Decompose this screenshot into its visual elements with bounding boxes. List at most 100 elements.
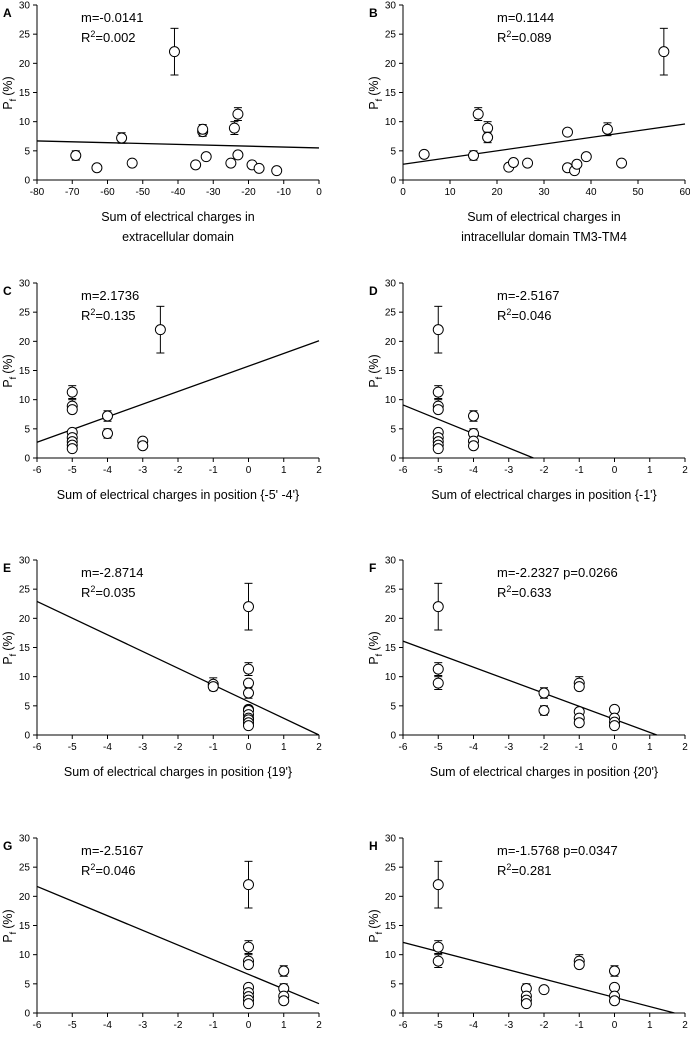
data-point bbox=[432, 443, 444, 455]
y-tick-label: 20 bbox=[385, 59, 397, 70]
data-point bbox=[432, 879, 444, 891]
y-axis-label-main: P bbox=[1, 379, 15, 387]
data-point bbox=[225, 157, 237, 169]
y-tick-label: 25 bbox=[385, 585, 397, 596]
y-axis-label-sub: f bbox=[374, 376, 384, 379]
y-tick-label: 0 bbox=[24, 176, 30, 187]
y-tick-label: 15 bbox=[385, 366, 397, 377]
stat-r-value: =0.046 bbox=[95, 863, 135, 878]
stat-r-value: =0.089 bbox=[511, 30, 551, 45]
x-tick-label: -5 bbox=[68, 465, 77, 476]
data-point bbox=[571, 158, 583, 170]
y-tick-label: 10 bbox=[19, 950, 31, 961]
x-tick-label: -4 bbox=[469, 1020, 478, 1031]
x-tick-label: -3 bbox=[138, 1020, 147, 1031]
y-tick-label: 15 bbox=[385, 643, 397, 654]
x-tick-label: 40 bbox=[585, 187, 597, 198]
data-point bbox=[538, 984, 550, 996]
x-tick-label: -1 bbox=[575, 742, 584, 753]
data-point bbox=[432, 404, 444, 416]
stat-slope: m=2.1736 bbox=[81, 288, 139, 303]
x-tick-label: 30 bbox=[538, 187, 550, 198]
y-tick-label: 25 bbox=[19, 863, 31, 874]
y-tick-label: 0 bbox=[390, 1009, 396, 1020]
y-axis-label-sub: f bbox=[8, 376, 18, 379]
y-axis-label-sub: f bbox=[8, 653, 18, 656]
y-tick-label: 25 bbox=[385, 308, 397, 319]
stat-r-exp: 2 bbox=[90, 862, 95, 872]
x-tick-label: 1 bbox=[281, 465, 287, 476]
data-point bbox=[432, 663, 444, 675]
stat-slope: m=-0.0141 bbox=[81, 10, 144, 25]
data-point bbox=[102, 428, 113, 439]
y-tick-label: 5 bbox=[24, 979, 30, 990]
data-point bbox=[538, 705, 550, 716]
y-tick-label: 25 bbox=[385, 30, 397, 41]
panel-c: C 0 5 10 15 20 25 30 -6 -5 -4 -3 -2 -1 0 1 2 Pf (%) Sum of … bbox=[1, 279, 322, 503]
data-point bbox=[601, 123, 613, 135]
data-point bbox=[243, 720, 254, 732]
panel-letter: E bbox=[3, 561, 11, 575]
stat-r-base: R bbox=[81, 585, 90, 600]
y-tick-label: 30 bbox=[19, 834, 31, 845]
x-tick-label: 1 bbox=[281, 742, 287, 753]
x-tick-label: -5 bbox=[68, 742, 77, 753]
x-tick-label: -1 bbox=[575, 1020, 584, 1031]
x-tick-label: 0 bbox=[400, 187, 406, 198]
stat-r-squared: R2=0.089 bbox=[497, 29, 552, 45]
data-point bbox=[609, 995, 620, 1007]
y-axis-label-sub: f bbox=[374, 653, 384, 656]
data-point bbox=[70, 150, 82, 161]
stat-r-squared: R2=0.046 bbox=[497, 307, 552, 323]
stat-r-value: =0.281 bbox=[511, 863, 551, 878]
stat-r-value: =0.135 bbox=[95, 308, 135, 323]
x-tick-label: -3 bbox=[504, 1020, 513, 1031]
y-tick-label: 10 bbox=[385, 117, 397, 128]
y-axis-label-main: P bbox=[367, 934, 381, 942]
x-tick-label: -50 bbox=[136, 187, 151, 198]
y-tick-label: 20 bbox=[385, 337, 397, 348]
stat-r-exp: 2 bbox=[506, 29, 511, 39]
x-tick-label: -2 bbox=[540, 465, 549, 476]
y-tick-label: 20 bbox=[19, 892, 31, 903]
x-axis-title: Sum of electrical charges in position {1… bbox=[64, 765, 292, 779]
stat-r-exp: 2 bbox=[90, 584, 95, 594]
x-tick-label: 1 bbox=[647, 742, 653, 753]
y-tick-label: 20 bbox=[19, 614, 31, 625]
x-tick-label: 2 bbox=[682, 742, 688, 753]
y-axis-label-main: P bbox=[367, 656, 381, 664]
x-tick-label: -10 bbox=[277, 187, 292, 198]
y-axis-label-main: P bbox=[367, 379, 381, 387]
x-axis-title: extracellular domain bbox=[122, 230, 234, 244]
stat-r-squared: R2=0.281 bbox=[497, 862, 552, 878]
x-tick-label: -1 bbox=[209, 1020, 218, 1031]
regression-line bbox=[36, 600, 320, 736]
panel-letter: H bbox=[369, 839, 378, 853]
regression-line bbox=[402, 404, 534, 459]
stat-r-base: R bbox=[497, 30, 506, 45]
data-point bbox=[102, 410, 113, 422]
data-point bbox=[243, 601, 254, 613]
panel-a: A 0 5 10 15 20 25 30 -80 -70 -60 -50 -40 -30 -20 -10 0 Pf… bbox=[1, 1, 322, 245]
x-tick-label: 0 bbox=[246, 742, 252, 753]
stat-r-exp: 2 bbox=[506, 307, 511, 317]
y-tick-label: 15 bbox=[385, 921, 397, 932]
y-axis-label: Pf (%) bbox=[1, 631, 18, 664]
stat-r-value: =0.035 bbox=[95, 585, 135, 600]
x-tick-label: -4 bbox=[103, 1020, 112, 1031]
stat-slope: m=-2.5167 bbox=[81, 843, 144, 858]
regression-line bbox=[402, 941, 675, 1014]
y-tick-label: 5 bbox=[390, 979, 396, 990]
y-tick-label: 0 bbox=[390, 731, 396, 742]
y-tick-label: 30 bbox=[385, 1, 397, 12]
y-tick-label: 10 bbox=[385, 672, 397, 683]
stat-r-squared: R2=0.046 bbox=[81, 862, 136, 878]
x-tick-label: -3 bbox=[504, 742, 513, 753]
data-point bbox=[432, 324, 444, 336]
panel-letter: D bbox=[369, 284, 378, 298]
y-tick-label: 25 bbox=[19, 585, 31, 596]
x-tick-label: -6 bbox=[33, 465, 42, 476]
y-axis-label-unit: (%) bbox=[1, 631, 15, 650]
x-axis-title: Sum of electrical charges in bbox=[101, 210, 255, 224]
